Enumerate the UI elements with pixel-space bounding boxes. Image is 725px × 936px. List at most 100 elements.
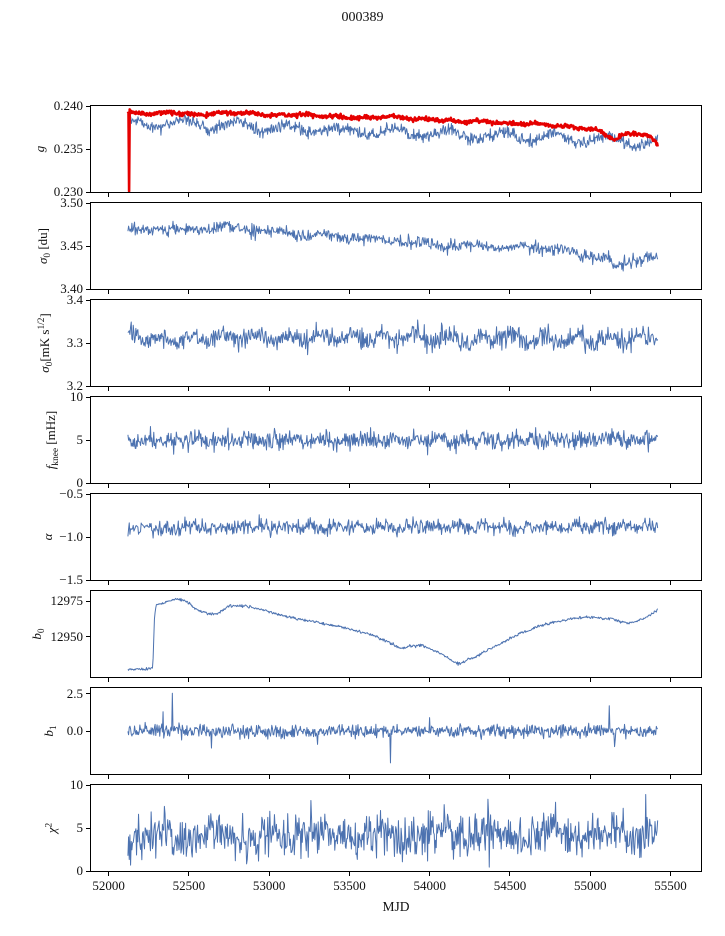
series-sigma0-du — [127, 220, 659, 272]
y-tick-label: −0.5 — [59, 486, 83, 501]
x-tick-mark — [348, 193, 350, 197]
y-tick-mark — [86, 636, 90, 638]
x-tick-mark — [670, 387, 671, 391]
x-tick-mark — [348, 581, 350, 585]
y-axis-label-part: b — [28, 633, 44, 640]
x-tick-label: 54000 — [413, 878, 446, 893]
x-tick-mark — [188, 678, 190, 682]
y-axis-label-sigma0-mK: σ0[mK s1/2] — [37, 313, 55, 373]
x-tick-mark — [670, 775, 671, 779]
x-tick-label: 55000 — [573, 878, 607, 893]
x-tick-mark — [589, 872, 591, 876]
y-axis-label-part: ] — [36, 313, 52, 318]
x-tick-mark — [670, 581, 671, 585]
y-axis-label-b1: b1 — [41, 725, 59, 736]
series-b0 — [127, 597, 659, 671]
x-tick-mark — [188, 775, 190, 779]
panel-alpha — [90, 493, 702, 581]
chart-title: 000389 — [341, 10, 384, 25]
x-tick-mark — [108, 581, 110, 585]
y-tick-mark — [86, 342, 90, 344]
x-tick-mark — [429, 678, 431, 682]
y-tick-label: 5 — [76, 820, 84, 835]
x-tick-mark — [108, 193, 110, 197]
x-tick-mark — [509, 581, 511, 585]
x-tick-label: 52000 — [92, 878, 125, 893]
y-tick-label: 3.2 — [66, 378, 83, 393]
y-tick-mark — [86, 827, 90, 829]
y-tick-label: 0 — [76, 863, 84, 878]
x-tick-mark — [429, 484, 431, 488]
x-tick-label: 54500 — [493, 878, 527, 893]
x-tick-mark — [348, 387, 350, 391]
panel-fknee — [90, 396, 702, 484]
y-axis-label-part: 0 — [45, 361, 56, 367]
x-tick-mark — [188, 872, 190, 876]
x-tick-mark — [589, 678, 591, 682]
x-tick-mark — [108, 290, 110, 294]
y-tick-mark — [86, 299, 90, 301]
x-tick-mark — [670, 193, 671, 197]
x-tick-mark — [108, 387, 110, 391]
y-axis-label-part: 0 — [37, 628, 48, 634]
y-tick-mark — [86, 870, 90, 872]
y-axis-label-part: [du] — [34, 227, 50, 253]
y-tick-label: 3.40 — [60, 281, 83, 296]
y-tick-label: 10 — [70, 389, 83, 404]
x-tick-mark — [188, 290, 190, 294]
x-tick-mark — [509, 678, 511, 682]
x-axis-label: MJD — [382, 899, 410, 914]
y-axis-label-part: σ — [36, 366, 52, 373]
y-axis-label-g: g — [32, 146, 48, 153]
plot-canvas-sigma0-mK — [127, 319, 659, 356]
y-tick-mark — [86, 536, 90, 538]
panel-b0 — [90, 590, 702, 678]
x-tick-mark — [509, 193, 511, 197]
plot-canvas-b0 — [127, 597, 659, 671]
panel-chi2 — [90, 784, 702, 872]
x-tick-mark — [348, 678, 350, 682]
y-tick-mark — [86, 579, 90, 581]
y-tick-label: 5 — [76, 432, 84, 447]
x-tick-mark — [589, 775, 591, 779]
x-tick-mark — [268, 872, 270, 876]
y-axis-label-part: g — [32, 145, 47, 153]
y-tick-label: 3.50 — [60, 195, 83, 210]
x-tick-mark — [268, 581, 270, 585]
y-tick-mark — [86, 148, 90, 150]
x-tick-mark — [509, 872, 511, 876]
x-tick-mark — [348, 484, 350, 488]
x-tick-mark — [509, 290, 511, 294]
x-tick-mark — [348, 290, 350, 294]
x-tick-mark — [589, 290, 591, 294]
x-tick-label: 52500 — [172, 878, 206, 893]
y-tick-label: 0 — [76, 475, 84, 490]
y-axis-label-part: χ — [44, 827, 59, 834]
x-tick-mark — [268, 775, 270, 779]
x-tick-mark — [509, 387, 511, 391]
plot-canvas-fknee — [127, 426, 659, 456]
y-tick-label: 3.45 — [60, 238, 83, 253]
y-tick-mark — [86, 600, 90, 602]
x-tick-mark — [188, 387, 190, 391]
x-tick-mark — [108, 484, 110, 488]
y-tick-mark — [86, 482, 90, 484]
y-axis-label-chi2: χ2 — [44, 823, 60, 833]
y-tick-label: 0.240 — [53, 98, 83, 113]
series-fknee — [127, 426, 659, 456]
plot-canvas-b1 — [127, 692, 658, 764]
y-tick-label: −1.0 — [59, 529, 83, 544]
x-tick-mark — [589, 581, 591, 585]
plot-canvas-alpha — [127, 514, 659, 539]
y-axis-label-part: 0 — [43, 252, 54, 258]
y-tick-mark — [86, 493, 90, 495]
y-tick-label: 2.5 — [66, 685, 83, 701]
x-tick-mark — [670, 290, 671, 294]
x-tick-mark — [589, 193, 591, 197]
x-tick-mark — [108, 872, 110, 876]
series-g-red — [126, 108, 659, 192]
y-axis-label-part: [mK s — [36, 329, 52, 362]
y-tick-label: 10 — [70, 777, 83, 792]
plot-canvas-g — [126, 108, 659, 192]
